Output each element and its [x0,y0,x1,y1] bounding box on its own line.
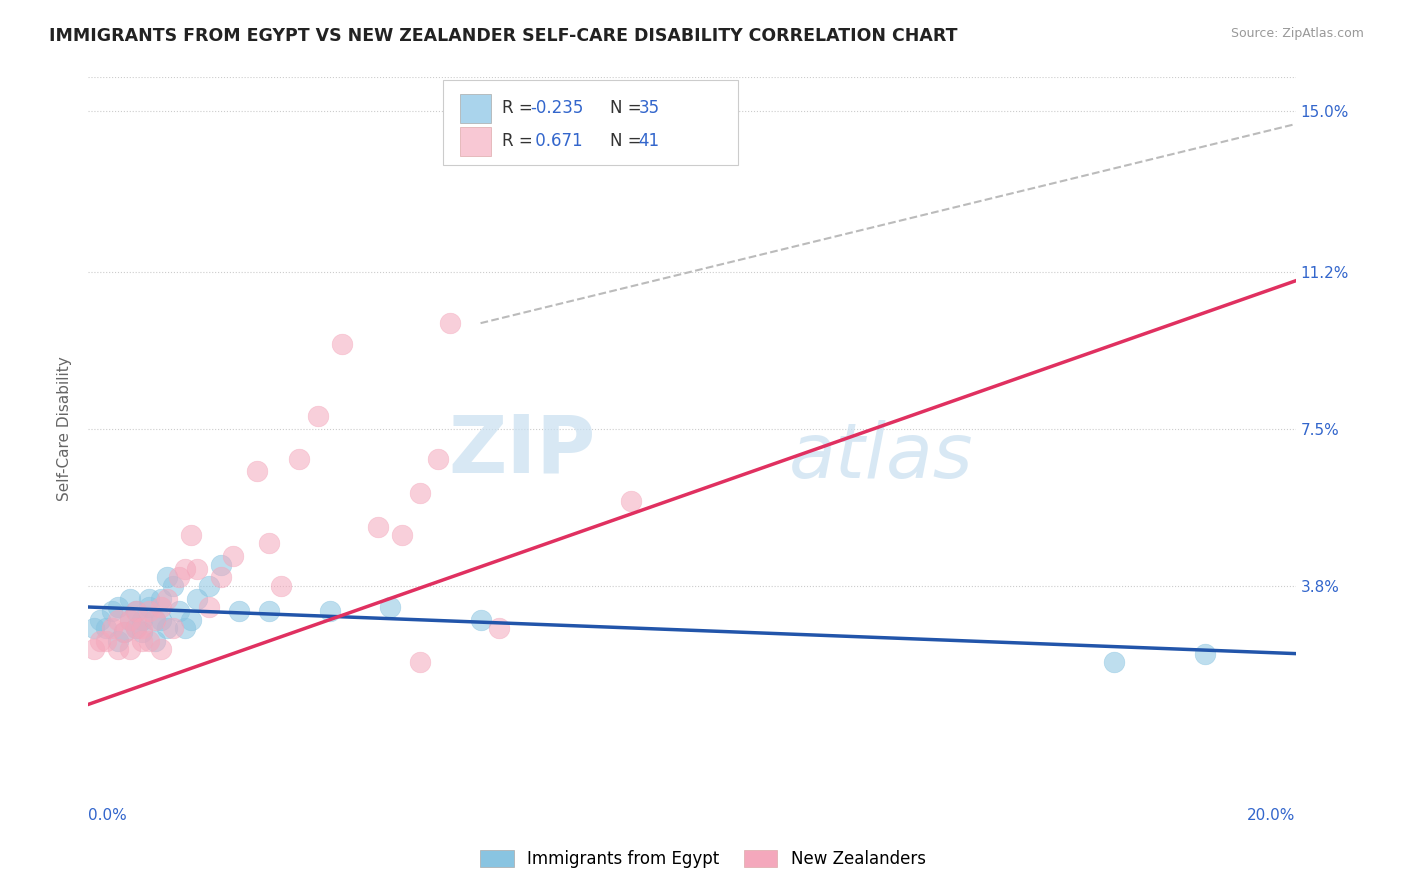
Point [120,591,142,606]
Point [107,642,129,657]
Point [120,613,142,627]
Point [180,528,202,542]
Text: R =: R = [502,99,538,118]
Point [427,451,450,466]
Point [318,604,340,618]
Legend: Immigrants from Egypt, New Zealanders: Immigrants from Egypt, New Zealanders [474,843,932,875]
Point [162,621,184,635]
Point [167,570,190,584]
Point [138,604,160,618]
Text: 0.0%: 0.0% [89,808,127,823]
Point [120,613,142,627]
Point [83,642,105,657]
Text: 20.0%: 20.0% [1247,808,1295,823]
Point [131,633,153,648]
Point [107,599,129,614]
Text: R =: R = [502,132,538,151]
Point [96,633,118,648]
Point [120,642,142,657]
Point [89,633,111,648]
Point [138,599,160,614]
Point [107,633,129,648]
Point [228,604,250,618]
Point [186,562,208,576]
Point [112,625,135,640]
Point [330,337,353,351]
Point [222,549,245,564]
Text: ZIP: ZIP [449,411,595,489]
Point [173,562,195,576]
Point [112,625,135,640]
Text: -0.235: -0.235 [530,99,583,118]
Point [246,465,269,479]
Point [138,591,160,606]
Text: IMMIGRANTS FROM EGYPT VS NEW ZEALANDER SELF-CARE DISABILITY CORRELATION CHART: IMMIGRANTS FROM EGYPT VS NEW ZEALANDER S… [49,27,957,45]
Point [307,409,329,424]
Point [270,579,292,593]
Point [131,613,153,627]
Point [156,570,179,584]
Text: 0.671: 0.671 [530,132,582,151]
Point [107,613,129,627]
Text: N =: N = [610,132,647,151]
Point [378,599,401,614]
Point [143,633,166,648]
Point [149,591,172,606]
Text: Source: ZipAtlas.com: Source: ZipAtlas.com [1230,27,1364,40]
Point [125,621,148,635]
Point [288,451,311,466]
Point [131,625,153,640]
Point [149,613,172,627]
Point [259,536,281,550]
Point [470,613,492,627]
Point [143,613,166,627]
Point [149,642,172,657]
Point [101,621,124,635]
Point [1194,647,1216,661]
Text: 35: 35 [638,99,659,118]
Point [198,599,221,614]
Point [367,519,389,533]
Point [409,485,432,500]
Point [173,621,195,635]
Point [162,579,184,593]
Point [259,604,281,618]
Point [125,604,148,618]
Point [391,528,413,542]
Point [167,604,190,618]
Point [209,558,232,572]
Point [1104,655,1126,669]
Text: atlas: atlas [789,420,973,494]
Point [149,599,172,614]
Point [198,579,221,593]
Point [125,604,148,618]
Point [409,655,432,669]
Point [101,604,124,618]
Point [156,621,179,635]
Point [156,591,179,606]
Point [209,570,232,584]
Point [89,613,111,627]
Point [180,613,202,627]
Point [620,494,643,508]
Point [439,316,461,330]
Point [83,621,105,635]
Point [186,591,208,606]
Text: 41: 41 [638,132,659,151]
Point [96,621,118,635]
Point [131,621,153,635]
Text: N =: N = [610,99,647,118]
Point [143,613,166,627]
Point [138,633,160,648]
Point [125,621,148,635]
Point [488,621,510,635]
Y-axis label: Self-Care Disability: Self-Care Disability [58,357,72,501]
